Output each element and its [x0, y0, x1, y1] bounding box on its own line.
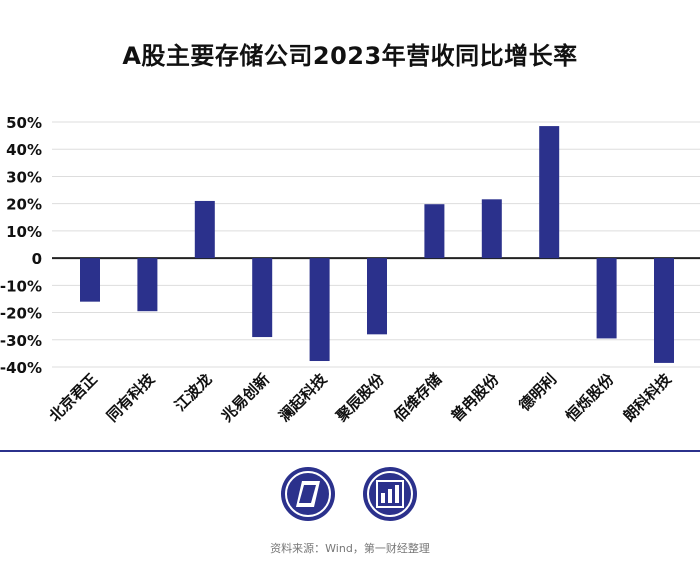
y-tick-label: -40% [0, 359, 42, 377]
x-tick-label: 佰维存储 [390, 370, 445, 425]
y-tick-label: -30% [0, 332, 42, 350]
bar [252, 258, 273, 338]
y-tick-label: 0 [32, 250, 42, 268]
x-tick-label: 普冉股份 [447, 369, 503, 425]
bar [539, 126, 560, 259]
bar [80, 258, 100, 302]
y-tick-label: 40% [6, 141, 42, 159]
x-tick-label: 北京君正 [46, 370, 101, 425]
y-tick-label: 50% [6, 114, 42, 132]
parallelogram-logo-icon [280, 466, 336, 522]
bar-chart: 50% 40% 30% 20% 10% 0 -10% -20% -30% -40%北京君正 同有科技… [0, 114, 700, 426]
x-tick-label: 恒烁股份 [562, 369, 618, 425]
x-tick-label: 聚辰股份 [332, 369, 389, 426]
bar [367, 258, 387, 335]
x-tick-label: 德明利 [515, 370, 560, 415]
bar [596, 258, 617, 339]
bar [424, 204, 445, 259]
y-tick-label: 10% [6, 223, 42, 241]
x-tick-label: 江波龙 [171, 370, 216, 415]
x-tick-label: 朗科科技 [620, 369, 676, 425]
y-tick-label: 30% [6, 168, 42, 186]
source-note: 资料来源：Wind，第一财经整理 [270, 542, 430, 555]
bar [137, 258, 158, 312]
bar [481, 199, 502, 259]
x-tick-label: 同有科技 [103, 369, 159, 425]
y-tick-label: -20% [0, 305, 42, 323]
y-tick-label: 20% [6, 196, 42, 214]
x-tick-label: 澜起科技 [275, 369, 331, 425]
bar [309, 258, 330, 362]
divider-line [0, 450, 700, 452]
bar-chart-logo-icon [362, 466, 418, 522]
x-tick-label: 兆易创新 [218, 370, 273, 425]
chart-title: A股主要存储公司2023年营收同比增长率 [122, 42, 578, 70]
bar [654, 258, 674, 363]
y-tick-label: -10% [0, 277, 42, 295]
bar [194, 200, 215, 259]
